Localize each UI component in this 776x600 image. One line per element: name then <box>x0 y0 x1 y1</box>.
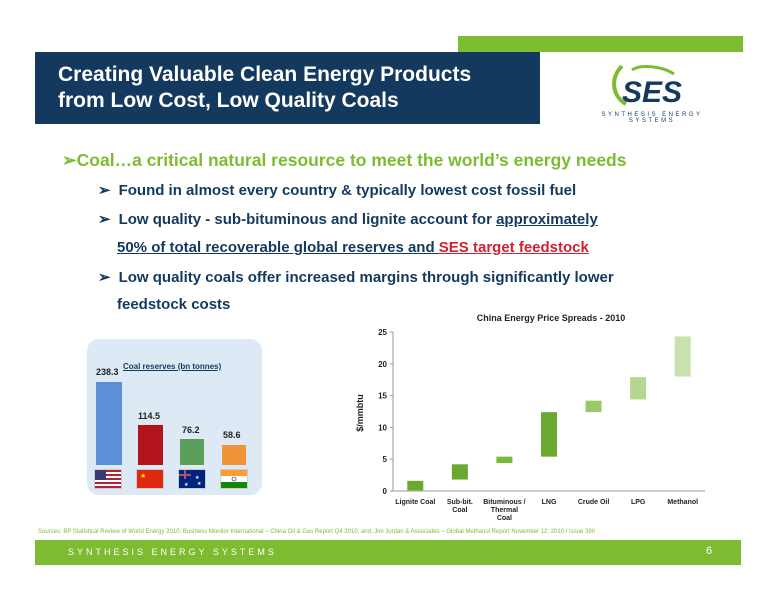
sub-bullet-2: ➢ Low quality - sub-bituminous and lignit… <box>98 210 598 228</box>
chart-title: China Energy Price Spreads - 2010 <box>477 313 626 323</box>
footer-bar <box>35 540 741 565</box>
usa-flag-icon <box>94 469 122 489</box>
price-range-bar <box>674 336 691 377</box>
sub-bullet-2-text-a: Low quality - sub-bituminous and lignite… <box>118 211 497 228</box>
price-range-bar <box>541 412 557 457</box>
price-range-bar <box>585 400 602 413</box>
price-range-bar <box>407 480 424 491</box>
india-flag-icon <box>220 469 248 489</box>
footer-company: SYNTHESIS ENERGY SYSTEMS <box>68 547 277 557</box>
sub-bullet-3-continued: feedstock costs <box>117 296 231 313</box>
ses-logo-icon: SES <box>612 64 682 109</box>
reserve-bar-usa <box>96 382 122 465</box>
sub-bullet-2-underlined-a: approximately <box>496 211 598 228</box>
china-flag-icon: ★ <box>136 469 164 489</box>
ses-target-feedstock-text: SES target feedstock <box>438 239 589 256</box>
y-tick-label: 5 <box>383 455 388 464</box>
sub-bullet-3: ➢ Low quality coals offer increased margi… <box>98 268 614 286</box>
title-line-2: from Low Cost, Low Quality Coals <box>58 89 399 112</box>
y-tick-label: 25 <box>378 328 387 337</box>
title-bar <box>35 52 540 124</box>
x-category-label: LNG <box>542 499 557 506</box>
reserve-value-australia: 76.2 <box>182 425 200 435</box>
x-category-label: Crude Oil <box>578 499 610 506</box>
x-category-label: Lignite Coal <box>395 499 435 506</box>
bullet-arrow-icon: ➢ <box>62 150 77 170</box>
reserve-value-india: 58.6 <box>223 430 241 440</box>
price-range-bar <box>451 464 468 480</box>
title-line-1: Creating Valuable Clean Energy Products <box>58 63 472 86</box>
sources-note: Sources: BP Statistical Review of World … <box>38 529 596 535</box>
sub-bullet-1-text: Found in almost every country & typicall… <box>118 182 577 199</box>
china-energy-price-chart: China Energy Price Spreads - 2010 $/mmbt… <box>355 313 705 522</box>
coal-reserves-title: Coal reserves (bn tonnes) <box>123 362 222 371</box>
sub-bullet-2-underlined-b: 50% of total recoverable global reserves… <box>117 239 439 256</box>
bullet-arrow-icon: ➢ <box>98 269 111 286</box>
x-category-label: LPG <box>631 499 646 506</box>
svg-text:★: ★ <box>184 482 189 488</box>
sub-bullet-1: ➢ Found in almost every country & typical… <box>98 181 576 199</box>
logo-tagline: SYNTHESIS ENERGY SYSTEMS <box>601 112 703 124</box>
y-tick-label: 20 <box>378 360 387 369</box>
main-bullet-text: Coal…a critical natural resource to meet… <box>76 150 627 170</box>
top-accent-strip <box>458 36 743 52</box>
reserve-bar-australia <box>180 439 204 465</box>
logo-wordmark: SES <box>622 76 682 109</box>
chart-y-axis-label: $/mmbtu <box>355 394 365 432</box>
sub-bullet-2-continued: 50% of total recoverable global reserves… <box>117 239 589 256</box>
y-tick-label: 15 <box>378 392 387 401</box>
reserve-bar-india <box>222 445 246 465</box>
x-category-label: Methanol <box>667 499 698 506</box>
slide-title: Creating Valuable Clean Energy Products … <box>58 62 538 114</box>
australia-flag-icon: ★★ ★ <box>178 469 206 489</box>
x-category-label: Bituminous / Thermal Coal <box>483 499 525 522</box>
x-category-label: Sub-bit. Coal <box>447 499 473 514</box>
svg-text:★: ★ <box>195 475 200 481</box>
svg-text:★: ★ <box>197 481 202 487</box>
reserve-value-usa: 238.3 <box>96 367 119 377</box>
bullet-arrow-icon: ➢ <box>98 211 111 228</box>
price-range-bar <box>630 377 647 400</box>
reserve-value-china: 114.5 <box>138 411 161 421</box>
page-number: 6 <box>706 545 713 557</box>
bullet-arrow-icon: ➢ <box>98 182 111 199</box>
main-bullet: ➢Coal…a critical natural resource to mee… <box>62 150 626 171</box>
y-tick-label: 10 <box>378 423 387 432</box>
reserve-bar-china <box>138 425 163 465</box>
svg-text:★: ★ <box>140 472 146 480</box>
price-range-bar <box>496 456 513 464</box>
sub-bullet-3-text-a: Low quality coals offer increased margin… <box>118 269 614 286</box>
y-tick-label: 0 <box>383 487 388 496</box>
